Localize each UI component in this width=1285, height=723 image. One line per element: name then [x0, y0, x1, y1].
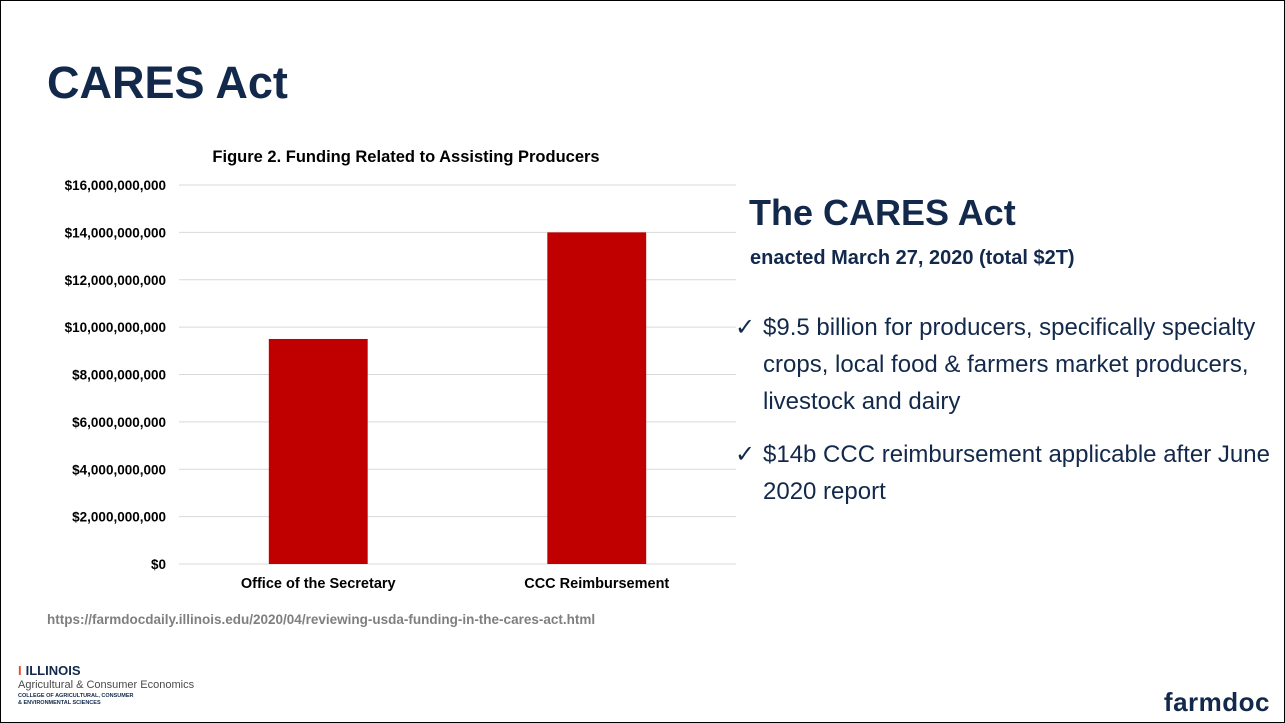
- farmdoc-logo: farmdoc: [1163, 687, 1270, 717]
- x-tick-label: Office of the Secretary: [241, 576, 396, 592]
- chart-title: Figure 2. Funding Related to Assisting P…: [212, 148, 599, 166]
- y-tick-label: $6,000,000,000: [72, 415, 166, 430]
- bullet-item: ✓ $9.5 billion for producers, specifical…: [735, 309, 1275, 420]
- cares-heading: The CARES Act: [749, 192, 1016, 233]
- y-tick-label: $0: [151, 557, 166, 572]
- y-tick-label: $10,000,000,000: [65, 320, 166, 335]
- block-i-icon: I: [18, 663, 22, 678]
- bullet-text: $9.5 billion for producers, specifically…: [763, 314, 1256, 415]
- college-name: COLLEGE OF AGRICULTURAL, CONSUMER & ENVI…: [18, 693, 134, 706]
- x-tick-label: CCC Reimbursement: [524, 576, 669, 592]
- bar: [268, 338, 368, 564]
- checkmark-icon: ✓: [735, 314, 756, 341]
- y-tick-label: $14,000,000,000: [65, 225, 166, 240]
- source-url[interactable]: https://farmdocdaily.illinois.edu/2020/0…: [47, 612, 596, 627]
- y-tick-label: $4,000,000,000: [72, 462, 166, 477]
- bullet-item: ✓ $14b CCC reimbursement applicable afte…: [735, 436, 1275, 510]
- slide-title: CARES Act: [47, 57, 288, 108]
- bullet-list: ✓ $9.5 billion for producers, specifical…: [735, 309, 1275, 526]
- funding-bar-chart: Figure 2. Funding Related to Assisting P…: [65, 148, 736, 592]
- bar: [547, 232, 647, 564]
- department-name: Agricultural & Consumer Economics: [18, 679, 195, 691]
- checkmark-icon: ✓: [735, 441, 756, 468]
- bullet-text: $14b CCC reimbursement applicable after …: [763, 441, 1270, 505]
- y-tick-label: $16,000,000,000: [65, 178, 166, 193]
- y-tick-label: $2,000,000,000: [72, 510, 166, 525]
- y-tick-label: $8,000,000,000: [72, 368, 166, 383]
- logo-title: ILLINOIS: [25, 663, 81, 678]
- cares-subheading: enacted March 27, 2020 (total $2T): [750, 247, 1075, 269]
- y-tick-label: $12,000,000,000: [65, 273, 166, 288]
- illinois-logo: I ILLINOIS Agricultural & Consumer Econom…: [18, 663, 194, 707]
